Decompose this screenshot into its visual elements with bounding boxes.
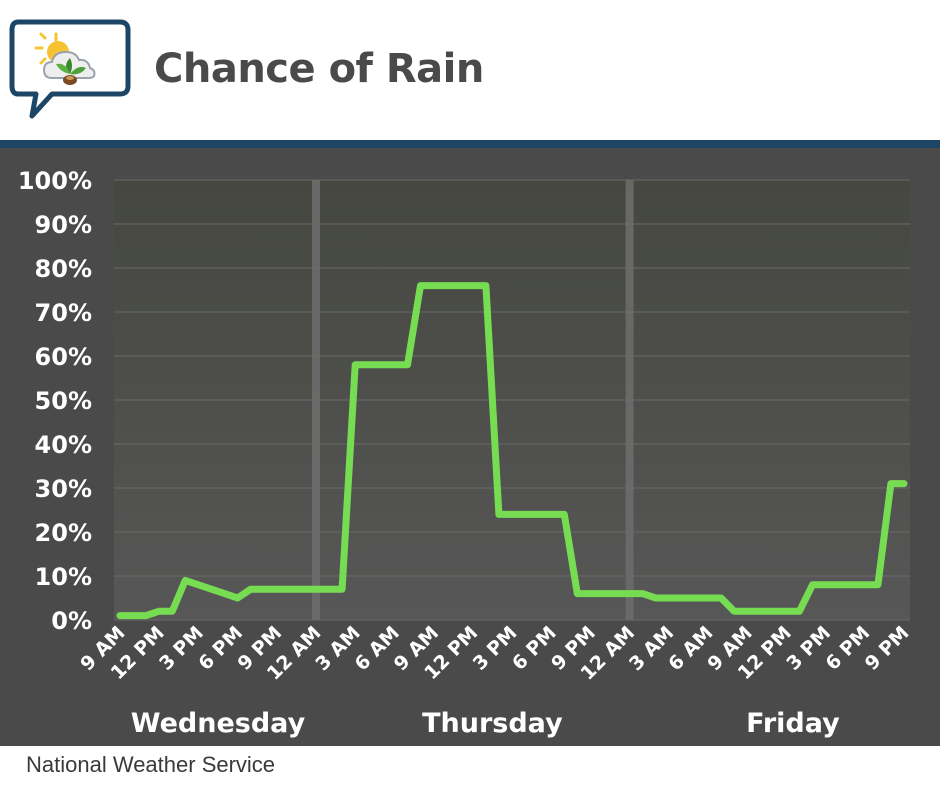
x-tick-label: 3 PM	[469, 622, 522, 675]
x-tick-label: 3 AM	[625, 622, 678, 675]
x-tick-label: 6 PM	[194, 622, 247, 675]
rain-chance-chart: 0%10%20%30%40%50%60%70%80%90%100% 9 AM12…	[18, 167, 914, 739]
day-label: Thursday	[422, 708, 563, 739]
x-tick-label: 9 PM	[861, 622, 914, 675]
day-dividers	[312, 180, 634, 620]
weather-speech-bubble-icon	[9, 19, 131, 119]
y-tick-label: 90%	[35, 211, 92, 239]
y-axis-labels: 0% 10% 20% 30% 40% 50% 60% 70% 80% 90% 100%	[18, 167, 92, 635]
y-tick-label: 60%	[35, 343, 92, 371]
midnight-divider	[625, 180, 634, 620]
page-title: Chance of Rain	[154, 46, 484, 92]
y-tick-label: 70%	[35, 299, 92, 327]
x-tick-label: 3 PM	[155, 622, 208, 675]
source-credit: National Weather Service	[26, 752, 276, 777]
y-tick-label: 0%	[51, 607, 92, 635]
day-label: Friday	[746, 708, 840, 739]
y-tick-label: 10%	[35, 563, 92, 591]
x-tick-label: 3 PM	[782, 622, 835, 675]
day-labels: Wednesday Thursday Friday	[131, 708, 840, 739]
rain-chance-line	[116, 282, 908, 620]
x-tick-label: 6 AM	[351, 622, 404, 675]
y-tick-label: 80%	[35, 255, 92, 283]
header: Chance of Rain	[0, 0, 940, 140]
y-tick-label: 100%	[18, 167, 92, 195]
day-label: Wednesday	[131, 708, 306, 739]
midnight-divider	[312, 180, 320, 620]
x-tick-label: 6 PM	[822, 622, 875, 675]
y-tick-label: 20%	[35, 519, 92, 547]
x-tick-label: 6 PM	[508, 622, 561, 675]
y-tick-label: 50%	[35, 387, 92, 415]
series-group	[116, 282, 908, 620]
header-divider	[0, 140, 940, 148]
y-tick-label: 40%	[35, 431, 92, 459]
y-tick-label: 30%	[35, 475, 92, 503]
gridlines	[114, 179, 910, 621]
